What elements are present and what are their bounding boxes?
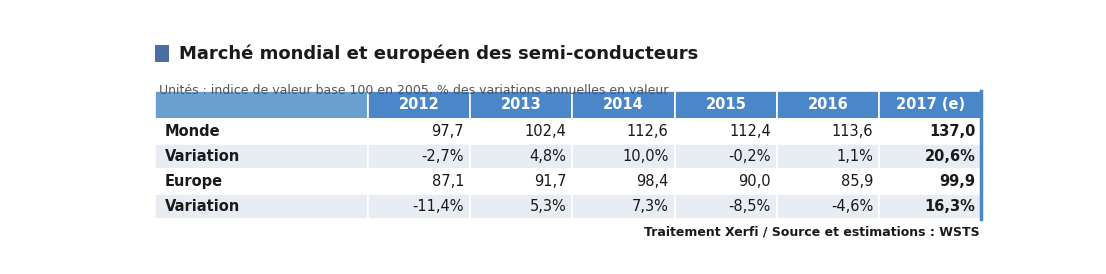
Bar xyxy=(573,91,675,119)
Text: 85,9: 85,9 xyxy=(841,174,873,189)
Bar xyxy=(675,119,776,144)
Bar xyxy=(368,91,470,119)
Bar xyxy=(470,194,573,219)
Bar xyxy=(675,144,776,169)
Text: 113,6: 113,6 xyxy=(832,124,873,139)
Text: 2012: 2012 xyxy=(399,97,439,112)
Bar xyxy=(368,144,470,169)
Bar xyxy=(879,144,981,169)
Bar xyxy=(470,169,573,194)
Text: 10,0%: 10,0% xyxy=(623,149,668,164)
Bar xyxy=(155,119,368,144)
Text: 97,7: 97,7 xyxy=(431,124,465,139)
Bar xyxy=(879,91,981,119)
Text: 20,6%: 20,6% xyxy=(925,149,975,164)
Bar xyxy=(470,119,573,144)
Text: 112,6: 112,6 xyxy=(627,124,668,139)
Text: 16,3%: 16,3% xyxy=(925,199,975,214)
Bar xyxy=(155,194,368,219)
Text: -8,5%: -8,5% xyxy=(729,199,771,214)
Text: 2013: 2013 xyxy=(501,97,542,112)
Text: 137,0: 137,0 xyxy=(929,124,975,139)
Text: 98,4: 98,4 xyxy=(636,174,668,189)
Text: 87,1: 87,1 xyxy=(431,174,465,189)
Bar xyxy=(573,144,675,169)
Text: -4,6%: -4,6% xyxy=(831,199,873,214)
Bar xyxy=(155,91,368,119)
Bar xyxy=(470,91,573,119)
Bar xyxy=(368,169,470,194)
Text: 2016: 2016 xyxy=(807,97,848,112)
Bar xyxy=(776,144,879,169)
Bar xyxy=(675,194,776,219)
Text: 1,1%: 1,1% xyxy=(836,149,873,164)
Bar xyxy=(368,194,470,219)
Bar xyxy=(470,144,573,169)
Bar xyxy=(675,91,776,119)
Bar xyxy=(776,169,879,194)
Text: -2,7%: -2,7% xyxy=(421,149,465,164)
Text: Marché mondial et européen des semi-conducteurs: Marché mondial et européen des semi-cond… xyxy=(179,44,699,63)
Text: 90,0: 90,0 xyxy=(738,174,771,189)
Text: Variation: Variation xyxy=(165,199,240,214)
Text: 2014: 2014 xyxy=(603,97,644,112)
Bar xyxy=(776,119,879,144)
Text: 4,8%: 4,8% xyxy=(530,149,566,164)
Text: 112,4: 112,4 xyxy=(729,124,771,139)
Bar xyxy=(879,119,981,144)
Text: 91,7: 91,7 xyxy=(534,174,566,189)
Text: 7,3%: 7,3% xyxy=(632,199,668,214)
Bar xyxy=(776,194,879,219)
Text: 99,9: 99,9 xyxy=(939,174,975,189)
Bar xyxy=(776,91,879,119)
Bar xyxy=(155,144,368,169)
Text: Variation: Variation xyxy=(165,149,240,164)
Text: -0,2%: -0,2% xyxy=(728,149,771,164)
Bar xyxy=(879,169,981,194)
Bar xyxy=(368,119,470,144)
Bar xyxy=(675,169,776,194)
Text: 2015: 2015 xyxy=(706,97,747,112)
Text: Monde: Monde xyxy=(165,124,220,139)
Bar xyxy=(573,194,675,219)
Text: 2017 (e): 2017 (e) xyxy=(896,97,964,112)
Bar xyxy=(573,119,675,144)
Text: 102,4: 102,4 xyxy=(524,124,566,139)
FancyBboxPatch shape xyxy=(155,45,169,62)
Text: -11,4%: -11,4% xyxy=(413,199,465,214)
Bar xyxy=(573,169,675,194)
Bar xyxy=(879,194,981,219)
Text: Traitement Xerfi / Source et estimations : WSTS: Traitement Xerfi / Source et estimations… xyxy=(645,226,980,238)
Text: Europe: Europe xyxy=(165,174,222,189)
Text: Unités : indice de valeur base 100 en 2005, % des variations annuelles en valeur: Unités : indice de valeur base 100 en 20… xyxy=(159,84,668,97)
Bar xyxy=(155,169,368,194)
Text: 5,3%: 5,3% xyxy=(530,199,566,214)
